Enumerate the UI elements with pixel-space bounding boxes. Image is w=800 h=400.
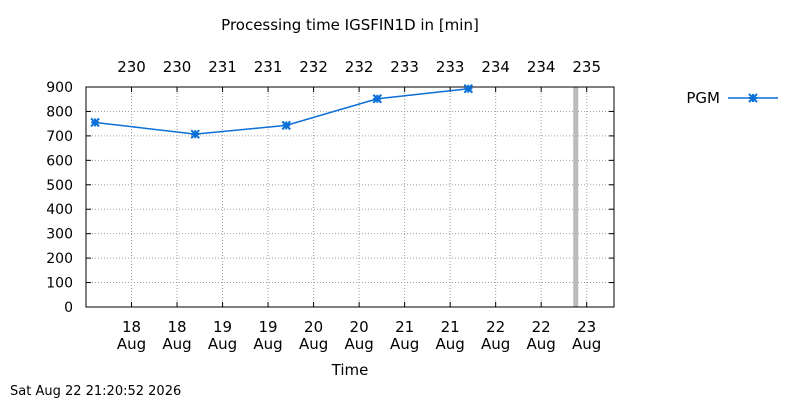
chart-title: Processing time IGSFIN1D in [min]: [221, 16, 479, 34]
top-tick-label: 234: [527, 58, 556, 76]
y-tick-label: 900: [46, 80, 73, 96]
x-axis-label: Time: [331, 361, 369, 379]
x-tick-label-day: 19: [213, 318, 232, 336]
x-tick-label-day: 20: [304, 318, 323, 336]
x-tick-label-month: Aug: [481, 335, 510, 353]
data-point: [463, 84, 474, 94]
y-tick-label: 500: [46, 178, 73, 194]
timestamp: Sat Aug 22 21:20:52 2026: [10, 384, 181, 399]
y-tick-label: 0: [64, 300, 73, 316]
data-point: [90, 117, 100, 128]
top-tick-label: 231: [208, 58, 237, 76]
x-tick-label-month: Aug: [527, 335, 556, 353]
y-tick-label: 800: [46, 104, 73, 120]
x-tick-label-day: 21: [395, 318, 414, 336]
x-tick-label-day: 21: [441, 318, 460, 336]
x-tick-label-day: 23: [577, 318, 596, 336]
legend: PGM: [686, 89, 778, 107]
data-point: [190, 129, 200, 139]
top-tick-label: 232: [299, 58, 328, 76]
top-tick-label: 231: [254, 58, 283, 76]
x-tick-label-day: 20: [350, 318, 369, 336]
x-tick-label-day: 19: [259, 318, 278, 336]
grid: [86, 87, 614, 307]
x-tick-label-month: Aug: [253, 335, 282, 353]
top-tick-label: 230: [163, 58, 192, 76]
x-tick-label-month: Aug: [117, 335, 146, 353]
x-tick-label-month: Aug: [299, 335, 328, 353]
x-tick-label-month: Aug: [162, 335, 191, 353]
x-tick-label-month: Aug: [572, 335, 601, 353]
legend-marker-pgm: [748, 93, 758, 103]
x-tick-label-month: Aug: [390, 335, 419, 353]
x-tick-label-day: 18: [122, 318, 141, 336]
top-tick-label: 232: [345, 58, 374, 76]
x-tick-label-month: Aug: [208, 335, 237, 353]
top-tick-labels: 230 230 231 231 232 232 233 233 234 234 235: [117, 58, 601, 76]
y-tick-label: 400: [46, 202, 73, 218]
y-tick-label: 300: [46, 227, 73, 243]
ticks: [86, 86, 614, 308]
plot-frame: [85, 86, 615, 308]
top-tick-label: 233: [390, 58, 419, 76]
series-group: [90, 84, 474, 139]
legend-star: [748, 93, 758, 103]
x-tick-labels: 18Aug18Aug19Aug19Aug20Aug20Aug21Aug21Aug…: [117, 318, 601, 353]
top-tick-label: 230: [117, 58, 146, 76]
x-tick-label-month: Aug: [344, 335, 373, 353]
x-tick-label-day: 22: [532, 318, 551, 336]
y-tick-labels: 0 100 200 300 400 500 600 700 800 900: [46, 80, 73, 316]
top-tick-label: 235: [572, 58, 601, 76]
y-tick-label: 600: [46, 153, 73, 169]
legend-label-pgm: PGM: [686, 89, 720, 107]
data-point: [372, 94, 383, 104]
y-tick-label: 700: [46, 129, 73, 145]
top-tick-label: 233: [436, 58, 465, 76]
y-tick-label: 100: [46, 276, 73, 292]
y-tick-label: 200: [46, 251, 73, 267]
x-tick-label-day: 22: [486, 318, 505, 336]
x-tick-label-month: Aug: [435, 335, 464, 353]
x-tick-label-day: 18: [167, 318, 186, 336]
data-point: [281, 120, 291, 131]
top-tick-label: 234: [481, 58, 510, 76]
